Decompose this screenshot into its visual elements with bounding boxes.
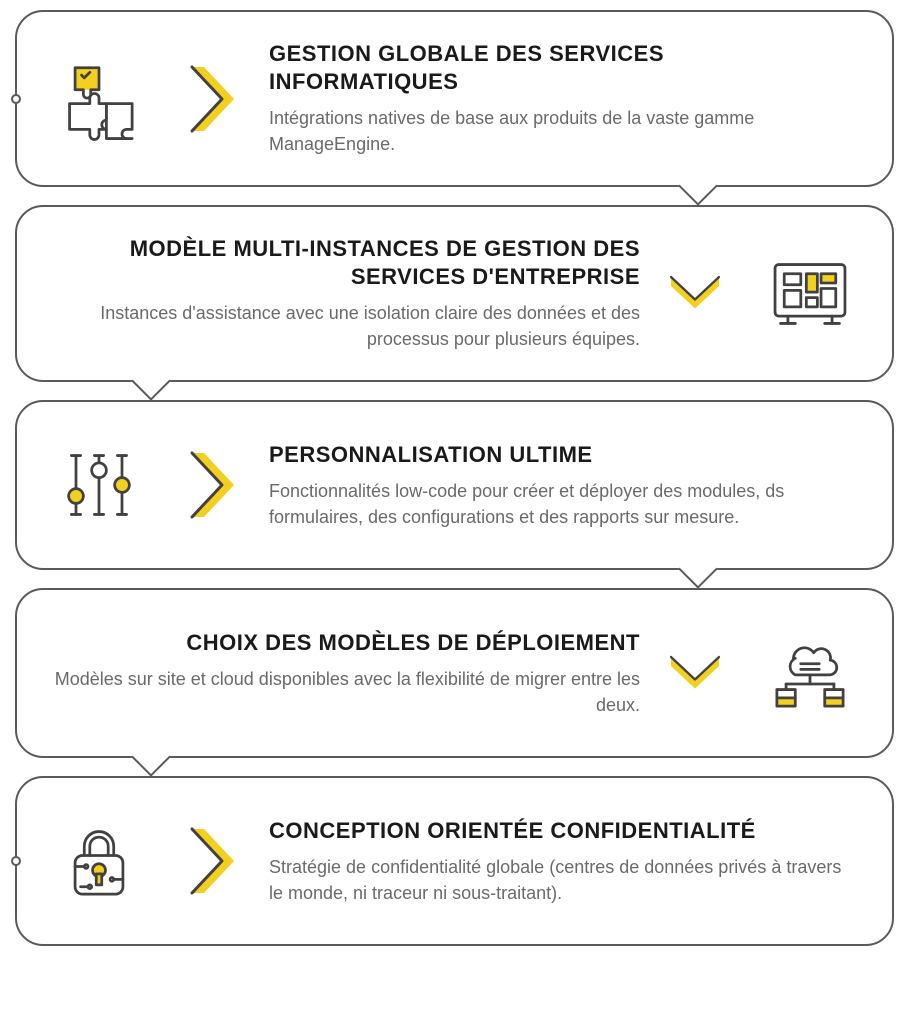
card-text: CONCEPTION ORIENTÉE CONFIDENTIALITÉ Stra…: [269, 817, 860, 907]
card-desc: Instances d'assistance avec une isolatio…: [49, 300, 640, 352]
chevron-right-icon: [184, 821, 244, 901]
card-text: CHOIX DES MODÈLES DE DÉPLOIEMENT Modèles…: [49, 629, 640, 719]
chevron-down-icon: [665, 254, 725, 334]
bubble-notch: [678, 550, 718, 590]
connector-dot: [11, 856, 21, 866]
card-title: CONCEPTION ORIENTÉE CONFIDENTIALITÉ: [269, 817, 860, 845]
bubble-notch: [678, 166, 718, 206]
card-title: PERSONNALISATION ULTIME: [269, 441, 860, 469]
feature-card: PERSONNALISATION ULTIME Fonctionnalités …: [15, 400, 894, 570]
card-text: MODÈLE MULTI-INSTANCES DE GESTION DES SE…: [49, 235, 640, 352]
card-desc: Modèles sur site et cloud disponibles av…: [49, 666, 640, 718]
feature-card: GESTION GLOBALE DES SERVICES INFORMATIQU…: [15, 10, 894, 187]
card-title: GESTION GLOBALE DES SERVICES INFORMATIQU…: [269, 40, 860, 95]
chevron-down-icon: [665, 633, 725, 713]
card-desc: Intégrations natives de base aux produit…: [269, 105, 860, 157]
dashboard-icon: [760, 244, 860, 344]
bubble-notch: [131, 738, 171, 778]
lock-icon: [49, 811, 149, 911]
bubble-notch: [131, 362, 171, 402]
card-title: CHOIX DES MODÈLES DE DÉPLOIEMENT: [49, 629, 640, 657]
card-desc: Stratégie de confidentialité globale (ce…: [269, 854, 860, 906]
cloud-servers-icon: [760, 623, 860, 723]
connector-dot: [11, 94, 21, 104]
sliders-icon: [49, 435, 149, 535]
chevron-right-icon: [184, 59, 244, 139]
card-text: GESTION GLOBALE DES SERVICES INFORMATIQU…: [269, 40, 860, 157]
feature-card: MODÈLE MULTI-INSTANCES DE GESTION DES SE…: [15, 205, 894, 382]
card-title: MODÈLE MULTI-INSTANCES DE GESTION DES SE…: [49, 235, 640, 290]
feature-card: CHOIX DES MODÈLES DE DÉPLOIEMENT Modèles…: [15, 588, 894, 758]
puzzle-icon: [49, 49, 149, 149]
card-desc: Fonctionnalités low-code pour créer et d…: [269, 478, 860, 530]
feature-card: CONCEPTION ORIENTÉE CONFIDENTIALITÉ Stra…: [15, 776, 894, 946]
card-text: PERSONNALISATION ULTIME Fonctionnalités …: [269, 441, 860, 531]
chevron-right-icon: [184, 445, 244, 525]
